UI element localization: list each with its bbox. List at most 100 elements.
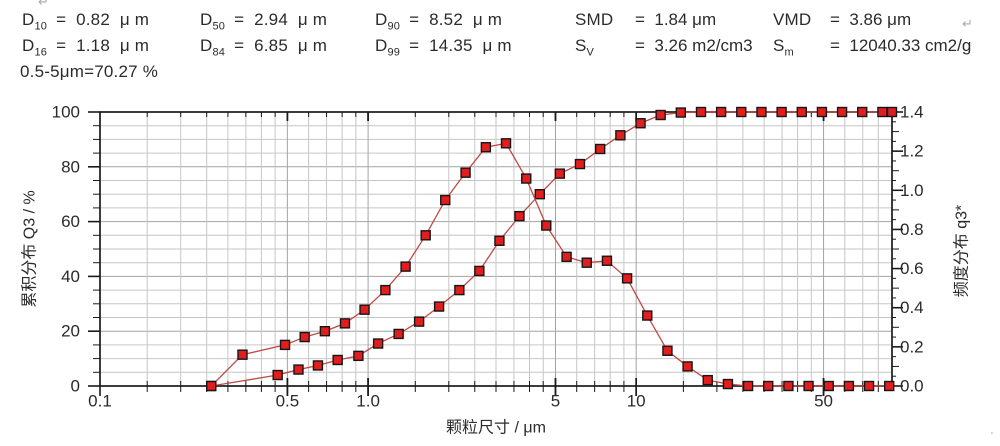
stat-d99: D99 = 14.35 μ m bbox=[375, 36, 512, 59]
stat-smd-value: = 1.84 μm bbox=[635, 10, 717, 29]
stat-vmd-label: VMD bbox=[773, 10, 812, 29]
series-marker-frequency-q3star bbox=[722, 378, 734, 390]
stat-sv-value: = 3.26 m2/cm3 bbox=[635, 36, 753, 55]
stat-sv-label: SV bbox=[575, 36, 595, 59]
y-right-axis-title: 频度分布 q3* bbox=[953, 205, 971, 297]
y-left-tick-label: 40 bbox=[61, 267, 80, 286]
y-right-tick-label: 1.4 bbox=[900, 103, 924, 122]
y-right-tick-label: 0.2 bbox=[900, 337, 924, 356]
stat-range-fraction: 0.5-5μm=70.27 % bbox=[20, 62, 159, 81]
stat-smd-label: SMD bbox=[575, 10, 614, 29]
series-marker-frequency-q3star bbox=[279, 339, 291, 351]
y-right-tick-label: 0.6 bbox=[900, 259, 924, 278]
x-tick-label: 50 bbox=[814, 392, 833, 411]
stat-sm-value: = 12040.33 cm2/g bbox=[830, 36, 972, 55]
y-left-tick-label: 0 bbox=[71, 377, 80, 396]
y-right-tick-label: 1.0 bbox=[900, 181, 924, 200]
return-mark-top-right: ↵ bbox=[962, 16, 973, 31]
series-marker-frequency-q3star bbox=[480, 142, 492, 153]
y-left-tick-label: 100 bbox=[52, 103, 80, 122]
x-axis-title: 颗粒尺寸 / μm bbox=[446, 419, 546, 437]
stat-d90: D90 = 8.52 μ m bbox=[375, 10, 503, 33]
series-marker-cumulative-Q3 bbox=[514, 210, 525, 222]
series-marker-frequency-q3star bbox=[460, 167, 471, 178]
series-marker-frequency-q3star bbox=[541, 220, 552, 231]
x-tick-label: 1.0 bbox=[356, 392, 380, 411]
series-marker-cumulative-Q3 bbox=[615, 130, 626, 141]
stat-d10: D10 = 0.82 μ m bbox=[22, 10, 150, 33]
series-marker-cumulative-Q3 bbox=[816, 106, 828, 118]
series-marker-cumulative-Q3 bbox=[796, 106, 807, 118]
return-mark-top-left: ↵ bbox=[38, 0, 49, 9]
series-marker-frequency-q3star bbox=[682, 361, 693, 372]
y-right-tick-label: 0.0 bbox=[900, 377, 924, 396]
series-marker-cumulative-Q3 bbox=[413, 316, 425, 327]
series-marker-frequency-q3star bbox=[783, 380, 794, 392]
series-marker-frequency-q3star bbox=[400, 261, 411, 272]
series-marker-cumulative-Q3 bbox=[433, 301, 445, 312]
series-marker-cumulative-Q3 bbox=[675, 107, 686, 118]
series-marker-cumulative-Q3 bbox=[635, 118, 646, 129]
y-left-tick-label: 20 bbox=[61, 322, 80, 341]
y-right-tick-label: 1.2 bbox=[900, 142, 924, 161]
series-marker-cumulative-Q3 bbox=[756, 106, 767, 118]
series-marker-frequency-q3star bbox=[319, 326, 331, 337]
series-marker-frequency-q3star bbox=[359, 304, 370, 315]
series-marker-frequency-q3star bbox=[621, 273, 633, 284]
series-marker-frequency-q3star bbox=[339, 318, 351, 329]
series-marker-cumulative-Q3 bbox=[494, 235, 505, 246]
series-marker-cumulative-Q3 bbox=[534, 188, 545, 200]
series-marker-frequency-q3star bbox=[420, 230, 431, 241]
series-marker-frequency-q3star bbox=[863, 380, 875, 392]
y-right-tick-label: 0.4 bbox=[900, 298, 924, 317]
stat-sm-label: Sm bbox=[773, 36, 794, 59]
series-marker-cumulative-Q3 bbox=[857, 106, 868, 118]
series-marker-frequency-q3star bbox=[500, 138, 512, 149]
y-right-tick-label: 0.8 bbox=[900, 220, 924, 239]
series-marker-cumulative-Q3 bbox=[695, 106, 707, 118]
series-line-frequency-q3star bbox=[210, 142, 890, 387]
series-marker-cumulative-Q3 bbox=[715, 106, 727, 118]
series-marker-cumulative-Q3 bbox=[594, 143, 606, 155]
stat-d16: D16 = 1.18 μ m bbox=[22, 36, 150, 59]
series-marker-frequency-q3star bbox=[206, 380, 217, 392]
series-marker-frequency-q3star bbox=[803, 380, 814, 392]
x-tick-label: 5 bbox=[551, 392, 560, 411]
series-marker-cumulative-Q3 bbox=[877, 106, 888, 118]
stat-vmd-value: = 3.86 μm bbox=[830, 10, 912, 29]
series-marker-cumulative-Q3 bbox=[574, 158, 586, 170]
series-marker-cumulative-Q3 bbox=[293, 364, 304, 375]
stat-d84: D84 = 6.85 μ m bbox=[200, 36, 328, 59]
series-marker-frequency-q3star bbox=[662, 345, 673, 356]
x-tick-label: 0.5 bbox=[276, 392, 300, 411]
series-marker-cumulative-Q3 bbox=[736, 106, 747, 118]
corner-mark-bottom-right: ' bbox=[991, 431, 993, 442]
series-marker-cumulative-Q3 bbox=[655, 109, 666, 121]
series-marker-frequency-q3star bbox=[601, 255, 613, 266]
series-marker-frequency-q3star bbox=[440, 194, 451, 206]
series-marker-frequency-q3star bbox=[823, 380, 834, 392]
series-marker-cumulative-Q3 bbox=[393, 328, 404, 340]
series-marker-frequency-q3star bbox=[702, 374, 713, 386]
series-marker-cumulative-Q3 bbox=[776, 106, 787, 118]
series-marker-cumulative-Q3 bbox=[272, 369, 283, 381]
series-marker-cumulative-Q3 bbox=[353, 350, 364, 362]
series-marker-cumulative-Q3 bbox=[312, 360, 324, 371]
series-marker-frequency-q3star bbox=[763, 380, 774, 392]
series-marker-frequency-q3star bbox=[380, 284, 391, 296]
series-marker-frequency-q3star bbox=[642, 310, 653, 321]
series-marker-frequency-q3star bbox=[521, 173, 532, 184]
series-marker-frequency-q3star bbox=[884, 380, 895, 392]
stat-d50: D50 = 2.94 μ m bbox=[200, 10, 328, 33]
series-marker-cumulative-Q3 bbox=[372, 338, 384, 349]
x-tick-label: 0.1 bbox=[88, 392, 112, 411]
series-marker-cumulative-Q3 bbox=[886, 106, 898, 118]
x-tick-label: 10 bbox=[627, 392, 646, 411]
series-marker-cumulative-Q3 bbox=[332, 354, 343, 366]
series-marker-frequency-q3star bbox=[843, 380, 855, 392]
series-marker-cumulative-Q3 bbox=[836, 106, 848, 118]
series-marker-cumulative-Q3 bbox=[474, 265, 485, 277]
y-left-tick-label: 60 bbox=[61, 212, 80, 231]
